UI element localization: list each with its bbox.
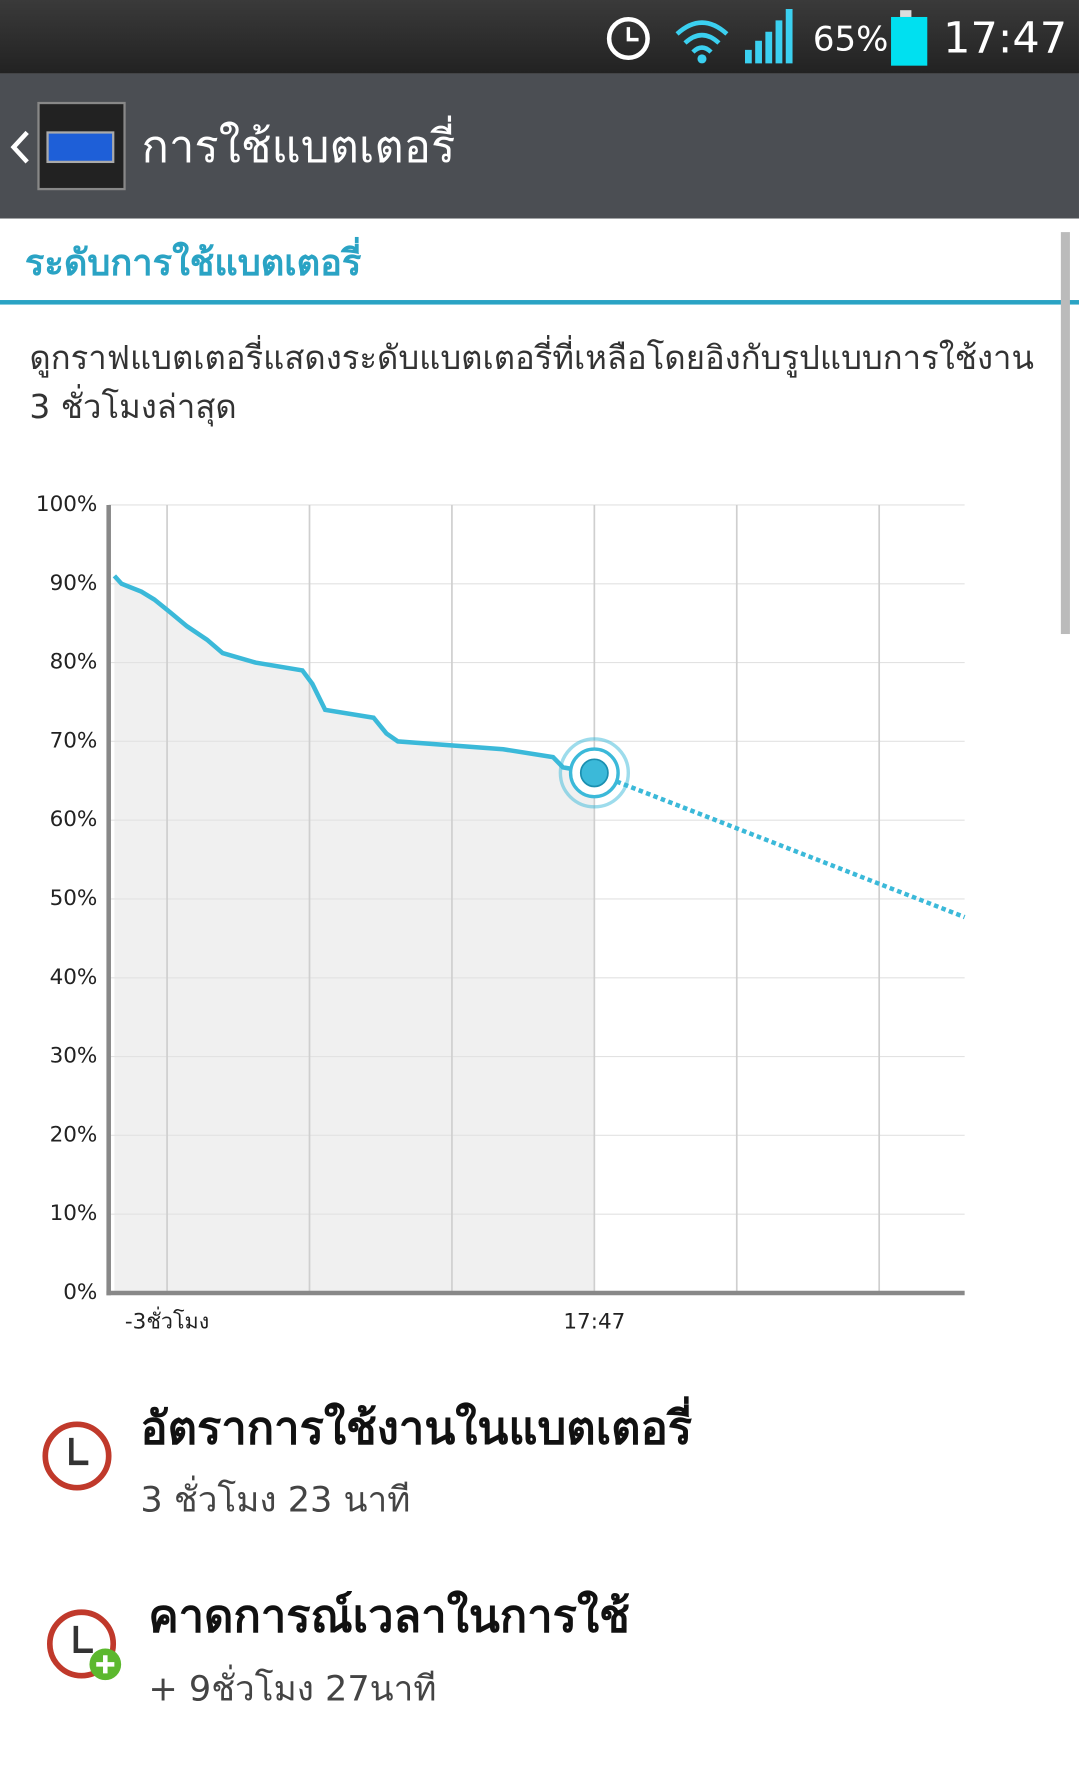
battery-cap	[900, 10, 912, 17]
current-point	[579, 758, 609, 788]
y-tick-label: 60%	[50, 807, 98, 832]
y-tick-label: 100%	[36, 492, 97, 517]
y-tick-label: 40%	[50, 965, 98, 990]
usage-icon	[42, 1421, 112, 1491]
estimate-title: คาดการณ์เวลาในการใช้	[148, 1590, 630, 1643]
y-tick-label: 0%	[63, 1280, 97, 1305]
wifi-dot	[697, 54, 707, 64]
clock: 17:47	[943, 13, 1067, 63]
usage-value: 3 ชั่วโมง 23 นาที	[140, 1479, 411, 1521]
used-area	[114, 575, 595, 1293]
battery-icon	[891, 16, 928, 66]
y-tick-label: 10%	[50, 1201, 98, 1226]
y-tick-label: 80%	[50, 650, 98, 675]
back-button[interactable]	[0, 74, 147, 219]
estimate-icon	[46, 1609, 122, 1681]
action-bar	[0, 73, 1079, 219]
app-icon-battery	[46, 131, 115, 164]
x-tick-label: 17:47	[563, 1309, 625, 1334]
screen-title: การใช้แบตเตอรี่	[141, 121, 456, 174]
status-icons: 65% 17:47	[606, 9, 1067, 66]
battery-percent: 65%	[813, 19, 888, 59]
y-tick-label: 90%	[50, 571, 98, 596]
current-ring	[558, 737, 631, 809]
wifi-icon	[675, 20, 729, 54]
alarm-icon	[606, 16, 650, 61]
y-tick-label: 70%	[50, 728, 98, 753]
section-title: ระดับการใช้แบตเตอรี่	[24, 241, 362, 285]
y-tick-label: 50%	[50, 886, 98, 911]
x-tick-label: -3ชั่วโมง	[125, 1306, 209, 1334]
usage-title: อัตราการใช้งานในแบตเตอรี่	[140, 1402, 693, 1455]
section-description: ดูกราฟแบตเตอรี่แสดงระดับแบตเตอรี่ที่เหลื…	[29, 338, 1034, 426]
signal-icon	[744, 9, 793, 64]
battery-line	[593, 770, 966, 920]
back-arrow	[10, 130, 29, 164]
scrollbar	[1060, 232, 1070, 635]
y-tick-label: 30%	[50, 1044, 98, 1069]
y-tick-label: 20%	[50, 1122, 98, 1147]
battery-line	[112, 574, 595, 776]
section-divider	[0, 300, 1079, 305]
alarm-hands	[626, 27, 639, 42]
estimate-value: + 9ชั่วโมง 27นาที	[148, 1668, 437, 1710]
